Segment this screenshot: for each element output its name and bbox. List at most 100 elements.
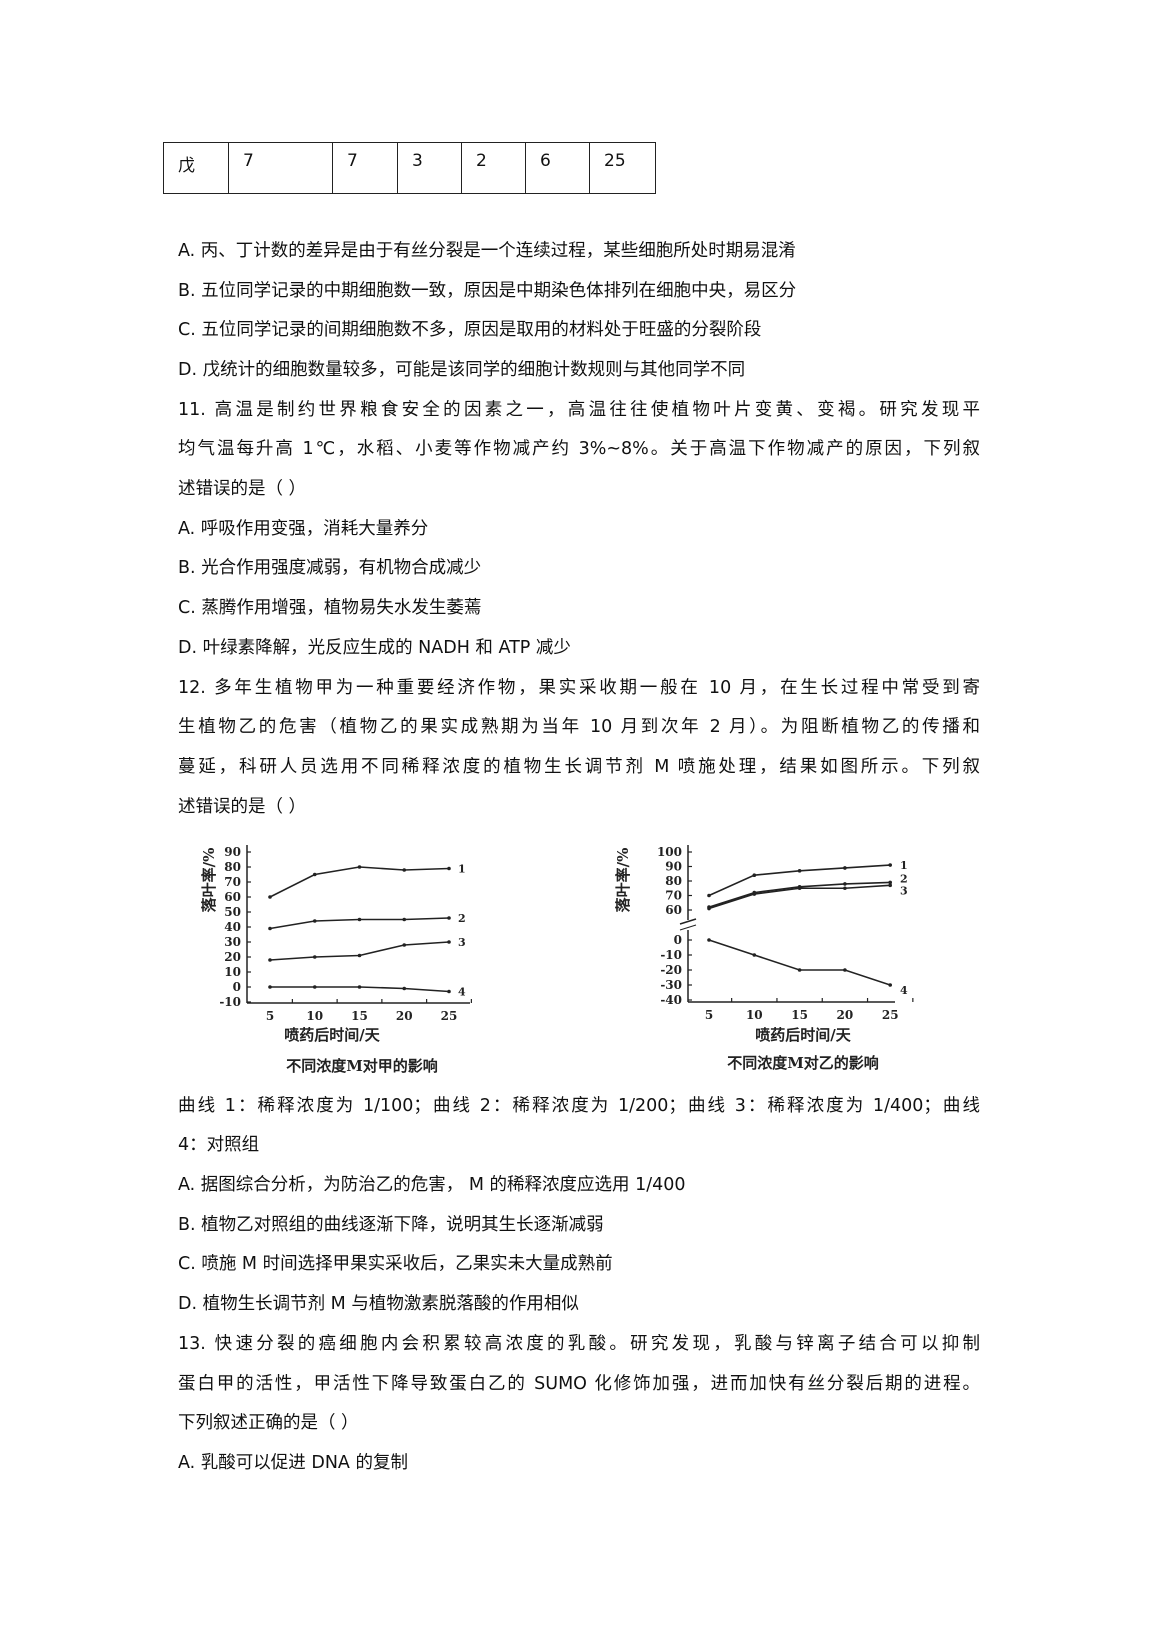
y-tick-label: 80: [665, 874, 682, 888]
text-line: 12. 多年生植物甲为一种重要经济作物，果实采收期一般在 10 月，在生长过程中…: [178, 678, 980, 698]
axis-break-mark: [679, 924, 697, 931]
y-tick-label: -40: [660, 993, 682, 1007]
data-point: [402, 868, 407, 872]
data-point: [312, 872, 317, 877]
data-point: [888, 863, 892, 867]
y-tick-label: 50: [224, 905, 241, 919]
series-label: 4: [458, 986, 466, 999]
data-point: [752, 873, 757, 877]
data-point: [447, 866, 451, 871]
text-line: 下列叙述正确的是（ ）: [178, 1413, 359, 1433]
y-tick-label: 70: [224, 875, 241, 889]
data-point: [707, 893, 711, 898]
data-point: [752, 892, 757, 896]
x-tick-label: 15: [351, 1009, 368, 1023]
y-tick-label: 40: [224, 920, 241, 934]
text-line: D. 戊统计的细胞数量较多，可能是该同学的细胞计数规则与其他同学不同: [178, 360, 746, 380]
text-line: A. 呼吸作用变强，消耗大量养分: [178, 519, 429, 539]
table-cell: 3: [397, 142, 462, 194]
y-tick-label: 30: [224, 935, 241, 949]
data-point: [797, 869, 802, 873]
data-point: [707, 938, 711, 942]
data-point: [797, 968, 802, 972]
y-tick-label: 0: [233, 980, 241, 994]
data-point: [843, 882, 847, 886]
data-point: [797, 886, 802, 891]
series-label: 1: [900, 859, 908, 872]
series-line-4: [708, 939, 891, 986]
x-tick-label: 20: [396, 1009, 413, 1023]
x-tick-label: 5: [705, 1008, 713, 1022]
chart-title: 不同浓度M对甲的影响: [286, 1057, 438, 1075]
text-line: D. 植物生长调节剂 M 与植物激素脱落酸的作用相似: [178, 1294, 579, 1314]
x-axis-title: 喷药后时间/天: [755, 1026, 851, 1044]
axis-break-mark: [679, 918, 697, 925]
data-point: [888, 880, 892, 885]
text-line: 生植物乙的危害（植物乙的果实成熟期为当年 10 月到次年 2 月）。为阻断植物乙…: [178, 717, 980, 737]
text-line: 述错误的是（ ）: [178, 479, 307, 499]
y-tick-label: 90: [224, 845, 241, 859]
x-tick-label: 5: [266, 1009, 274, 1023]
y-axis-title: 落叶率/%: [200, 848, 218, 913]
data-point: [402, 986, 407, 991]
data-point: [268, 985, 272, 989]
x-tick-label: 10: [746, 1008, 763, 1022]
y-tick-label: 70: [665, 889, 682, 903]
data-point: [402, 917, 407, 922]
chart-title: 不同浓度M对乙的影响: [727, 1054, 879, 1072]
data-point: [402, 943, 407, 947]
y-tick-label: -10: [660, 948, 682, 962]
text-line: B. 光合作用强度减弱，有机物合成减少: [178, 558, 482, 578]
series-label: 3: [458, 936, 466, 949]
text-line: A. 乳酸可以促进 DNA 的复制: [178, 1453, 408, 1473]
y-tick-label: -20: [660, 963, 682, 977]
data-point: [447, 940, 451, 944]
series-line-1: [269, 866, 450, 898]
text-line: B. 植物乙对照组的曲线逐渐下降，说明其生长逐渐减弱: [178, 1215, 604, 1235]
text-line: D. 叶绿素降解，光反应生成的 NADH 和 ATP 减少: [178, 638, 571, 658]
data-point: [268, 895, 272, 899]
text-line: 述错误的是（ ）: [178, 797, 307, 817]
y-tick-label: 80: [224, 860, 241, 874]
data-point: [312, 919, 317, 923]
series-label: 1: [458, 863, 466, 876]
data-point: [447, 989, 451, 994]
table-cell: 25: [589, 142, 656, 194]
data-point: [843, 886, 847, 891]
series-label: 2: [900, 872, 908, 885]
text-line: C. 喷施 M 时间选择甲果实采收后，乙果实未大量成熟前: [178, 1254, 613, 1274]
data-point: [888, 983, 892, 987]
series-label: 2: [458, 912, 466, 925]
x-tick-label: 20: [837, 1008, 854, 1022]
y-tick-label: 60: [224, 890, 241, 904]
data-point: [357, 985, 362, 989]
text-line: A. 据图综合分析，为防治乙的危害， M 的稀释浓度应选用 1/400: [178, 1175, 686, 1195]
text-line: 蔓延，科研人员选用不同稀释浓度的植物生长调节剂 M 喷施处理，结果如图所示。下列…: [178, 757, 980, 777]
y-tick-label: 100: [657, 845, 682, 859]
text-line: C. 蒸腾作用增强，植物易失水发生萎蔫: [178, 598, 482, 618]
y-tick-label: -30: [660, 978, 682, 992]
data-table: 戊 7 7 3 2 6 25: [163, 142, 656, 194]
data-point: [447, 916, 451, 920]
text-line: 13. 快速分裂的癌细胞内会积累较高浓度的乳酸。研究发现，乳酸与锌离子结合可以抑…: [178, 1334, 980, 1354]
table-row: 戊 7 7 3 2 6 25: [163, 142, 656, 194]
data-point: [843, 968, 847, 972]
x-tick-label: 25: [441, 1009, 458, 1023]
data-point: [268, 926, 272, 931]
table-cell: 2: [461, 142, 526, 194]
y-tick-label: 10: [224, 965, 241, 979]
text-line: A. 丙、丁计数的差异是由于有丝分裂是一个连续过程，某些细胞所处时期易混淆: [178, 241, 796, 261]
series-label: 4: [900, 984, 908, 997]
y-tick-label: -10: [219, 995, 241, 1009]
y-axis-title: 落叶率/%: [614, 848, 632, 913]
y-tick-label: 60: [665, 903, 682, 917]
axis-break-gap: [686, 920, 690, 930]
table-cell: 戊: [163, 142, 229, 194]
x-tick-label: 25: [882, 1008, 899, 1022]
x-tick-label: 10: [306, 1009, 323, 1023]
data-point: [357, 953, 362, 958]
table-cell: 7: [228, 142, 333, 194]
data-point: [357, 865, 362, 869]
text-line: C. 五位同学记录的间期细胞数不多，原因是取用的材料处于旺盛的分裂阶段: [178, 320, 762, 340]
